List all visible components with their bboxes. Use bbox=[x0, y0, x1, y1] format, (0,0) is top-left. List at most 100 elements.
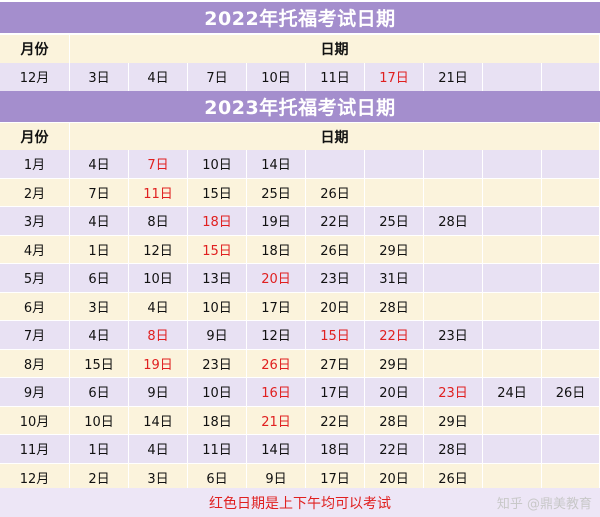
month-cell: 12月 bbox=[0, 463, 70, 492]
month-cell: 12月 bbox=[0, 63, 70, 92]
empty-date-cell bbox=[483, 463, 542, 492]
empty-date-cell bbox=[483, 207, 542, 236]
date-cell: 28日 bbox=[365, 406, 424, 435]
date-cell: 26日 bbox=[247, 349, 306, 378]
empty-date-cell bbox=[483, 235, 542, 264]
footer-bar bbox=[0, 488, 600, 517]
date-cell: 7日 bbox=[129, 150, 188, 179]
empty-date-cell bbox=[424, 292, 483, 321]
empty-date-cell bbox=[542, 349, 600, 378]
empty-date-cell bbox=[483, 435, 542, 464]
date-cell: 23日 bbox=[424, 378, 483, 407]
date-cell: 9日 bbox=[188, 321, 247, 350]
month-column-header: 月份 bbox=[0, 35, 70, 64]
date-cell: 18日 bbox=[306, 435, 365, 464]
date-cell: 23日 bbox=[188, 349, 247, 378]
empty-date-cell bbox=[483, 178, 542, 207]
date-cell: 4日 bbox=[129, 435, 188, 464]
date-cell: 7日 bbox=[70, 178, 129, 207]
empty-date-cell bbox=[483, 63, 542, 92]
date-cell: 1日 bbox=[70, 235, 129, 264]
date-cell: 23日 bbox=[424, 321, 483, 350]
month-column-header: 月份 bbox=[0, 123, 70, 152]
date-cell: 18日 bbox=[188, 207, 247, 236]
date-cell: 6日 bbox=[70, 378, 129, 407]
empty-date-cell bbox=[306, 150, 365, 179]
date-cell: 4日 bbox=[70, 150, 129, 179]
date-cell: 21日 bbox=[424, 63, 483, 92]
date-cell: 8日 bbox=[129, 207, 188, 236]
date-cell: 4日 bbox=[129, 63, 188, 92]
date-cell: 4日 bbox=[70, 207, 129, 236]
date-cell: 25日 bbox=[365, 207, 424, 236]
month-cell: 10月 bbox=[0, 406, 70, 435]
date-cell: 6日 bbox=[70, 264, 129, 293]
empty-date-cell bbox=[542, 406, 600, 435]
watermark: 知乎 @鼎美教育 bbox=[496, 497, 592, 512]
date-cell: 18日 bbox=[188, 406, 247, 435]
empty-date-cell bbox=[542, 63, 600, 92]
month-cell: 3月 bbox=[0, 207, 70, 236]
date-cell: 22日 bbox=[306, 207, 365, 236]
empty-date-cell bbox=[365, 150, 424, 179]
month-cell: 11月 bbox=[0, 435, 70, 464]
empty-date-cell bbox=[542, 292, 600, 321]
date-cell: 17日 bbox=[306, 378, 365, 407]
date-cell: 10日 bbox=[129, 264, 188, 293]
month-cell: 1月 bbox=[0, 150, 70, 179]
date-cell: 26日 bbox=[306, 178, 365, 207]
date-cell: 22日 bbox=[306, 406, 365, 435]
date-cell: 29日 bbox=[365, 349, 424, 378]
date-cell: 14日 bbox=[247, 150, 306, 179]
date-cell: 31日 bbox=[365, 264, 424, 293]
date-cell: 27日 bbox=[306, 349, 365, 378]
date-cell: 24日 bbox=[483, 378, 542, 407]
date-column-header: 日期 bbox=[70, 35, 600, 64]
date-cell: 15日 bbox=[306, 321, 365, 350]
date-cell: 11日 bbox=[129, 178, 188, 207]
date-cell: 26日 bbox=[306, 235, 365, 264]
month-cell: 9月 bbox=[0, 378, 70, 407]
date-cell: 26日 bbox=[542, 378, 600, 407]
date-cell: 23日 bbox=[306, 264, 365, 293]
month-cell: 6月 bbox=[0, 292, 70, 321]
date-cell: 10日 bbox=[188, 292, 247, 321]
empty-date-cell bbox=[424, 349, 483, 378]
date-cell: 28日 bbox=[424, 207, 483, 236]
month-cell: 5月 bbox=[0, 264, 70, 293]
date-cell: 28日 bbox=[365, 292, 424, 321]
date-cell: 14日 bbox=[247, 435, 306, 464]
empty-date-cell bbox=[483, 292, 542, 321]
date-cell: 25日 bbox=[247, 178, 306, 207]
date-cell: 29日 bbox=[424, 406, 483, 435]
date-cell: 15日 bbox=[188, 235, 247, 264]
date-cell: 20日 bbox=[365, 378, 424, 407]
date-cell: 6日 bbox=[188, 463, 247, 492]
empty-date-cell bbox=[542, 264, 600, 293]
empty-date-cell bbox=[542, 235, 600, 264]
date-cell: 12日 bbox=[247, 321, 306, 350]
date-cell: 4日 bbox=[70, 321, 129, 350]
month-cell: 8月 bbox=[0, 349, 70, 378]
date-cell: 15日 bbox=[70, 349, 129, 378]
empty-date-cell bbox=[483, 349, 542, 378]
empty-date-cell bbox=[483, 321, 542, 350]
date-cell: 28日 bbox=[424, 435, 483, 464]
date-cell: 12日 bbox=[129, 235, 188, 264]
date-cell: 13日 bbox=[188, 264, 247, 293]
date-cell: 9日 bbox=[129, 378, 188, 407]
empty-date-cell bbox=[542, 435, 600, 464]
footer-note: 红色日期是上下午均可以考试 bbox=[209, 495, 391, 512]
date-cell: 10日 bbox=[70, 406, 129, 435]
date-cell: 9日 bbox=[247, 463, 306, 492]
date-cell: 19日 bbox=[247, 207, 306, 236]
date-cell: 19日 bbox=[129, 349, 188, 378]
date-cell: 3日 bbox=[70, 63, 129, 92]
empty-date-cell bbox=[424, 264, 483, 293]
date-cell: 11日 bbox=[306, 63, 365, 92]
month-cell: 7月 bbox=[0, 321, 70, 350]
date-cell: 21日 bbox=[247, 406, 306, 435]
date-cell: 15日 bbox=[188, 178, 247, 207]
empty-date-cell bbox=[542, 321, 600, 350]
